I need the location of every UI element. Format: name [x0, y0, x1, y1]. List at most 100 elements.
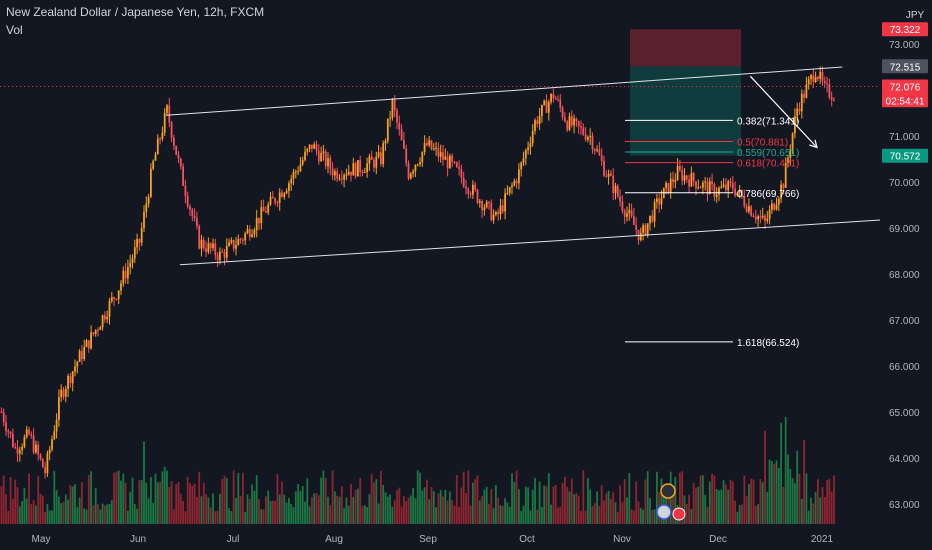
candle[interactable]: [644, 225, 647, 235]
candle[interactable]: [444, 156, 447, 160]
candle[interactable]: [722, 184, 725, 187]
candle[interactable]: [409, 173, 412, 179]
candle[interactable]: [92, 332, 95, 334]
candle[interactable]: [734, 188, 736, 196]
candle[interactable]: [787, 157, 789, 163]
candle[interactable]: [159, 138, 161, 140]
candle[interactable]: [442, 152, 444, 160]
candle[interactable]: [589, 135, 592, 138]
candle[interactable]: [288, 183, 290, 191]
candle[interactable]: [145, 203, 148, 212]
candle[interactable]: [292, 171, 295, 179]
candle[interactable]: [610, 173, 612, 176]
candle[interactable]: [391, 99, 394, 118]
candle[interactable]: [727, 181, 730, 191]
candle[interactable]: [32, 435, 35, 453]
candle[interactable]: [315, 144, 318, 151]
candle[interactable]: [308, 144, 311, 149]
candle[interactable]: [44, 467, 46, 474]
candle[interactable]: [826, 83, 828, 85]
candle[interactable]: [416, 164, 419, 166]
candle[interactable]: [483, 207, 486, 211]
candle[interactable]: [262, 207, 265, 212]
candle[interactable]: [490, 202, 493, 221]
candle[interactable]: [386, 118, 389, 141]
candle[interactable]: [584, 134, 587, 140]
candle[interactable]: [536, 120, 539, 125]
candle[interactable]: [18, 450, 21, 454]
candle[interactable]: [221, 251, 224, 253]
candle[interactable]: [131, 258, 134, 263]
channel-upper-line[interactable]: [166, 66, 843, 116]
candle[interactable]: [278, 192, 281, 203]
candle[interactable]: [432, 148, 435, 150]
candle[interactable]: [564, 117, 566, 122]
candle[interactable]: [495, 212, 497, 215]
candle[interactable]: [630, 210, 633, 217]
candle[interactable]: [189, 206, 191, 210]
candle[interactable]: [350, 171, 352, 176]
candle[interactable]: [163, 112, 166, 133]
candle[interactable]: [90, 332, 92, 349]
candle[interactable]: [368, 156, 371, 164]
candle[interactable]: [478, 201, 481, 203]
candle[interactable]: [161, 132, 164, 139]
candle[interactable]: [674, 180, 677, 183]
candle[interactable]: [290, 178, 293, 184]
candle[interactable]: [223, 251, 226, 258]
candle[interactable]: [191, 209, 194, 217]
projection-arrow[interactable]: [749, 75, 818, 148]
candle[interactable]: [41, 458, 44, 468]
candle[interactable]: [462, 177, 465, 187]
candle[interactable]: [614, 185, 617, 194]
candle[interactable]: [354, 163, 357, 177]
candle[interactable]: [198, 225, 201, 249]
candle[interactable]: [559, 99, 562, 108]
candle[interactable]: [752, 215, 755, 217]
candle[interactable]: [251, 234, 253, 237]
candle[interactable]: [242, 239, 244, 241]
candle[interactable]: [405, 148, 408, 164]
candle[interactable]: [741, 189, 743, 197]
candle[interactable]: [329, 157, 332, 169]
candle[interactable]: [543, 100, 546, 105]
candle[interactable]: [179, 158, 182, 167]
candle[interactable]: [67, 375, 69, 389]
candle[interactable]: [446, 156, 449, 169]
candle[interactable]: [771, 203, 773, 210]
candle[interactable]: [789, 150, 792, 158]
candle[interactable]: [646, 223, 649, 235]
candle[interactable]: [754, 216, 757, 220]
candle[interactable]: [830, 97, 833, 100]
candle[interactable]: [626, 213, 628, 217]
candle[interactable]: [474, 184, 477, 190]
candle[interactable]: [83, 346, 86, 360]
candle[interactable]: [304, 151, 306, 160]
candle[interactable]: [681, 170, 684, 181]
candle[interactable]: [499, 205, 502, 215]
candle[interactable]: [235, 245, 237, 249]
candle[interactable]: [504, 193, 506, 212]
candle[interactable]: [828, 84, 831, 98]
candle[interactable]: [248, 229, 251, 237]
candle[interactable]: [573, 118, 575, 126]
candle[interactable]: [175, 145, 178, 155]
candle[interactable]: [729, 181, 732, 183]
candle[interactable]: [679, 166, 681, 171]
candle[interactable]: [168, 105, 171, 123]
candle[interactable]: [821, 71, 824, 81]
candle[interactable]: [14, 446, 17, 448]
candle[interactable]: [64, 388, 67, 397]
candle[interactable]: [669, 178, 672, 193]
candle[interactable]: [412, 171, 414, 174]
candle[interactable]: [400, 129, 403, 141]
candle[interactable]: [281, 192, 283, 197]
candle[interactable]: [796, 108, 799, 117]
candle[interactable]: [170, 122, 173, 139]
candle[interactable]: [124, 270, 127, 279]
candle[interactable]: [99, 327, 102, 330]
candle[interactable]: [39, 454, 42, 459]
candle[interactable]: [94, 329, 97, 334]
candle[interactable]: [299, 164, 302, 172]
candle[interactable]: [623, 210, 626, 217]
